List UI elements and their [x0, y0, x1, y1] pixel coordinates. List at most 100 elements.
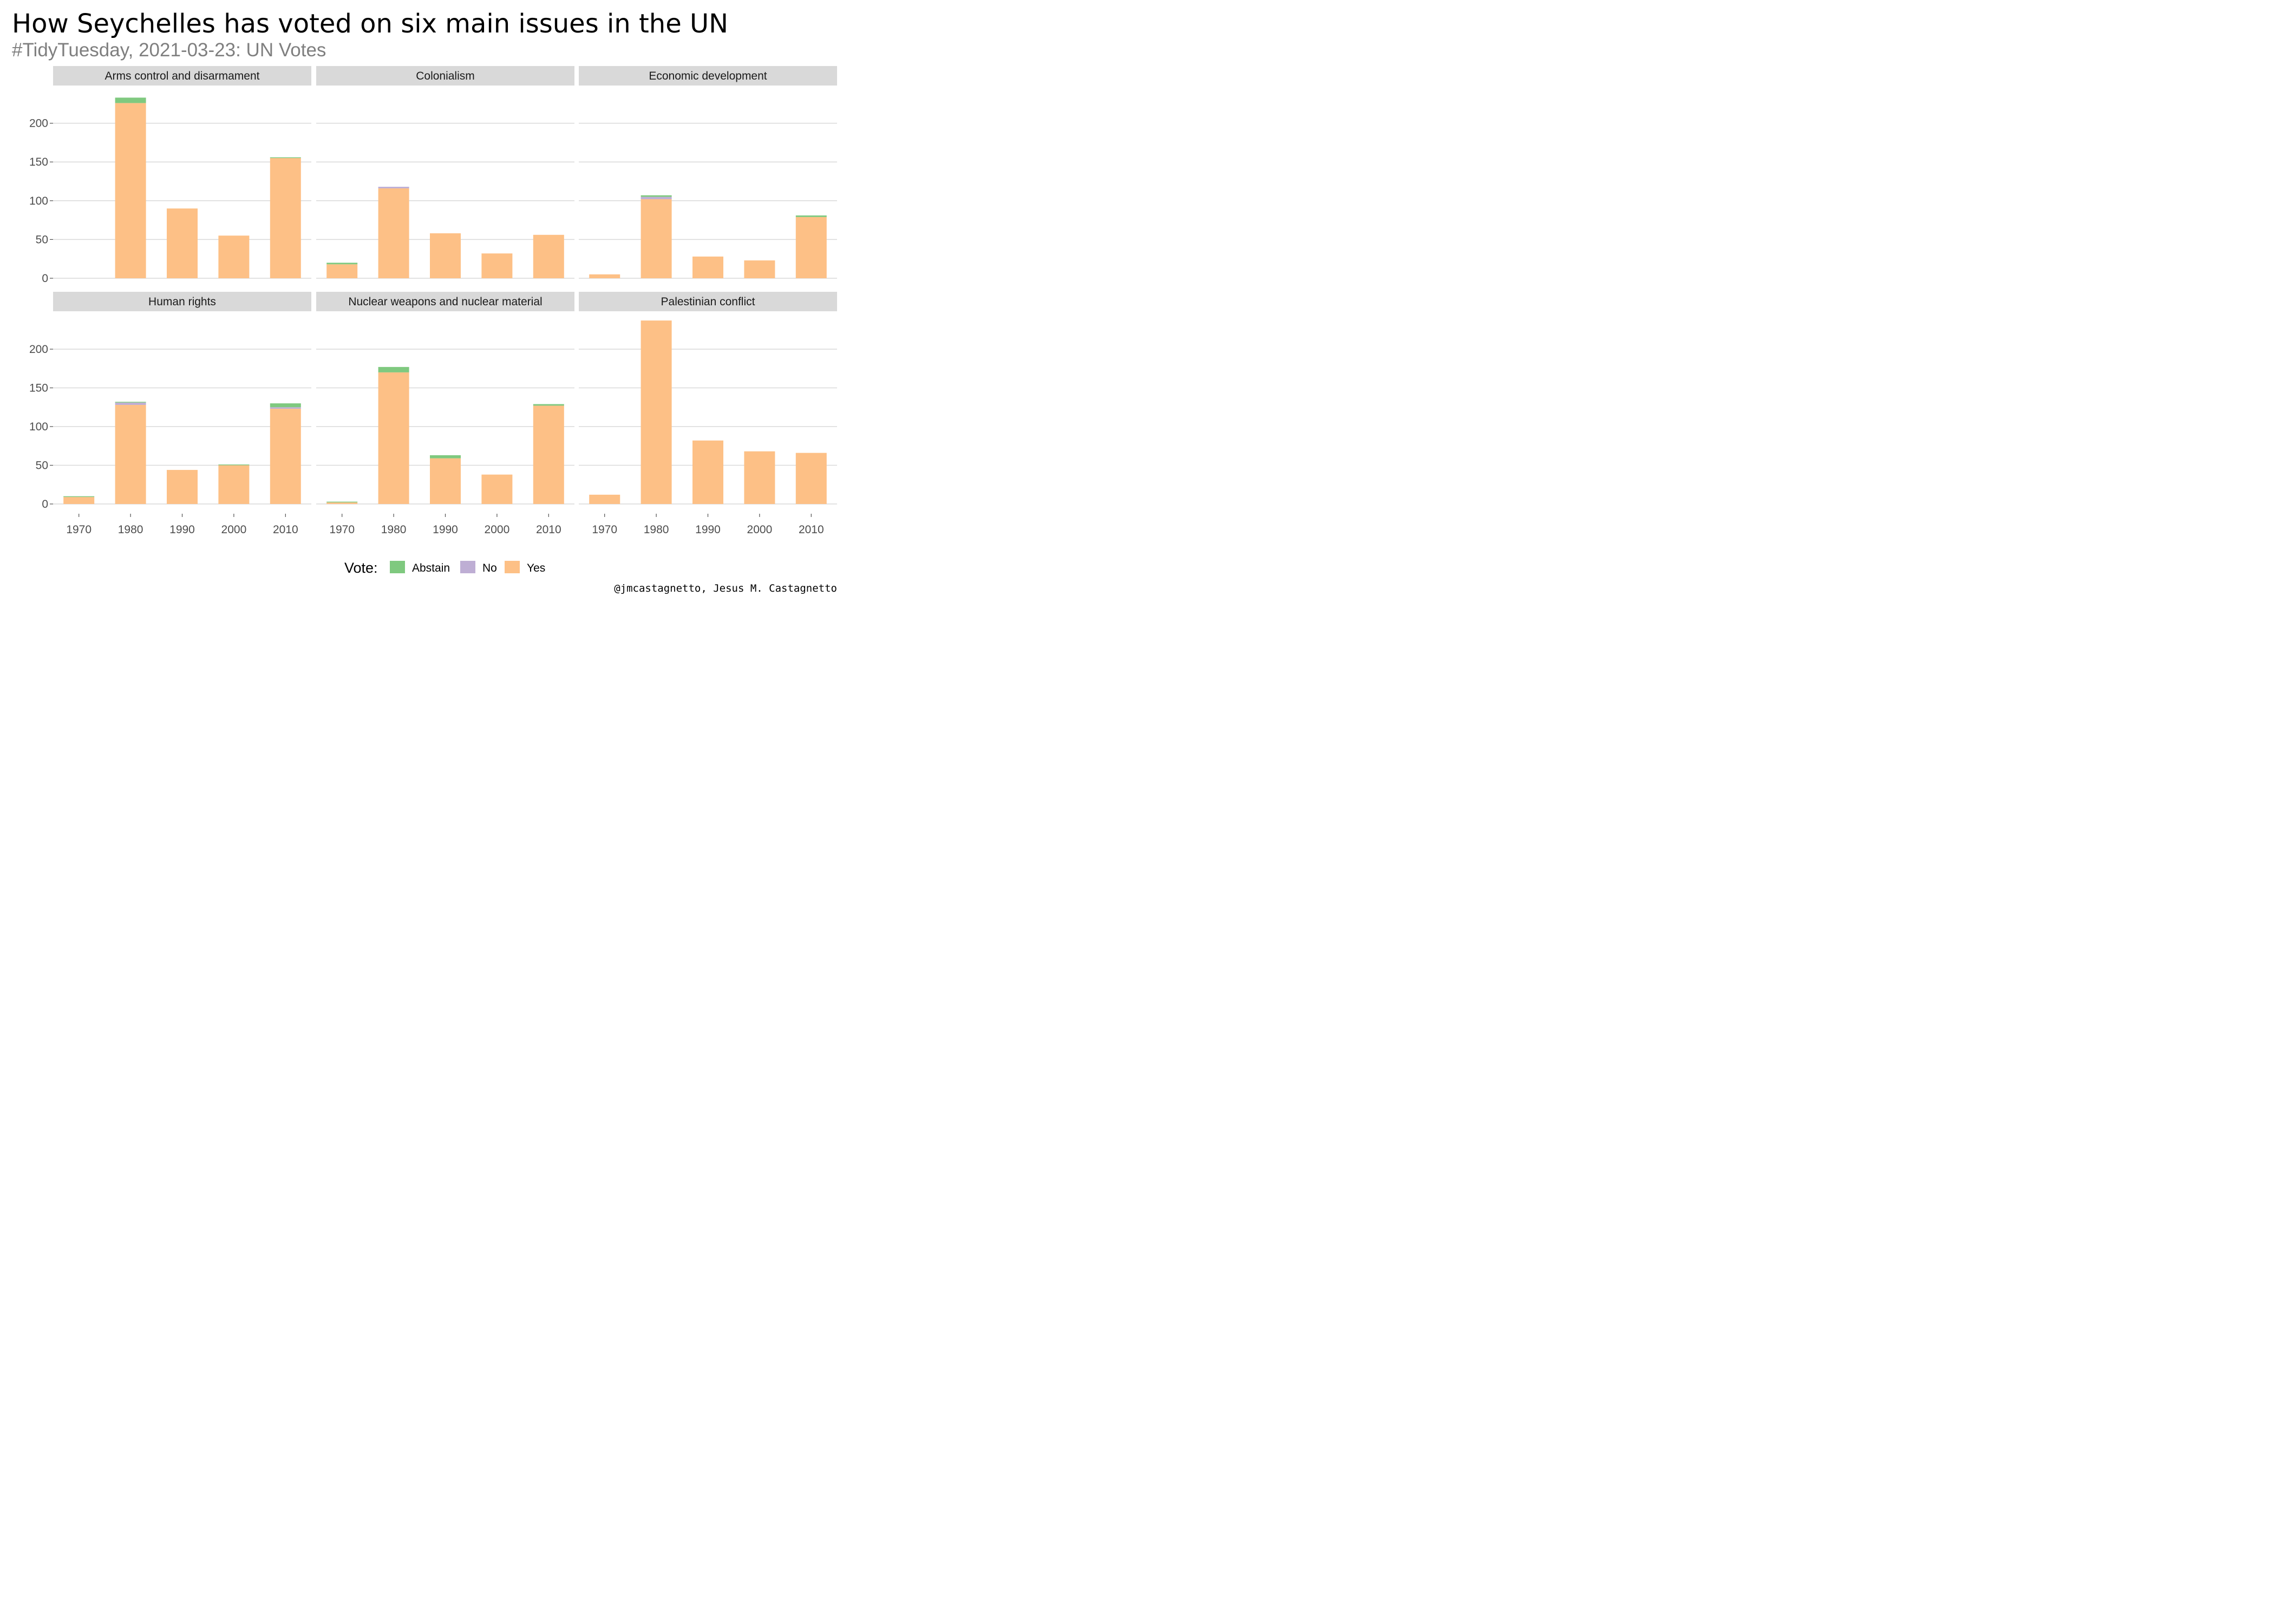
facet-strip-label: Arms control and disarmament — [105, 70, 260, 82]
legend-label: No — [482, 562, 497, 574]
bar-segment-yes-1990 — [430, 233, 461, 278]
legend-swatch — [390, 561, 405, 573]
bar-segment-yes-2010 — [270, 158, 301, 278]
facet-panels: Arms control and disarmament 0 50 100 150 200… — [29, 66, 837, 536]
legend-item-yes: Yes — [505, 561, 545, 574]
x-tick-label: 2010 — [536, 523, 561, 536]
bar-segment-yes-1970 — [326, 264, 358, 278]
bar-segment-abstain-2010 — [533, 404, 564, 406]
bar-segment-no-1980 — [641, 197, 672, 199]
legend: Vote: Abstain No Yes — [344, 560, 545, 576]
x-tick-label: 1980 — [381, 523, 407, 536]
facet-strip-label: Palestinian conflict — [661, 296, 755, 308]
x-tick-label: 2010 — [799, 523, 824, 536]
bar-segment-abstain-2010 — [270, 403, 301, 408]
bar-segment-yes-2010 — [533, 405, 564, 504]
facet-strip — [316, 292, 574, 311]
facet-strip-label: Colonialism — [416, 70, 475, 82]
bar-segment-yes-1980 — [641, 320, 672, 504]
bar-segment-abstain-1990 — [430, 455, 461, 459]
x-tick-label: 2000 — [221, 523, 247, 536]
legend-title: Vote: — [344, 560, 378, 576]
y-tick-label: 200 — [29, 117, 48, 130]
bar-segment-yes-2000 — [481, 474, 513, 504]
bar-segment-yes-1990 — [167, 470, 198, 504]
bar-segment-yes-1970 — [589, 274, 620, 278]
bar-segment-yes-1970 — [326, 502, 358, 504]
facet-panel-human-rights: Human rights 0 50 100 150 200 1970 1980 1990 2000… — [29, 292, 311, 536]
y-tick-label: 50 — [36, 460, 48, 472]
faceted-bar-chart: How Seychelles has voted on six main iss… — [12, 9, 837, 594]
bar-segment-yes-1990 — [692, 256, 723, 278]
y-tick-label: 100 — [29, 195, 48, 207]
bar-segment-abstain-2010 — [795, 215, 827, 217]
bar-segment-abstain-1970 — [326, 263, 358, 265]
x-tick-label: 1980 — [644, 523, 669, 536]
legend-items: Abstain No Yes — [390, 561, 545, 574]
facet-strip — [579, 66, 837, 86]
facet-panel-colonialism: Colonialism — [316, 66, 574, 279]
bar-segment-yes-1970 — [589, 494, 620, 504]
bar-segment-yes-1980 — [115, 404, 146, 504]
facet-strip — [53, 292, 311, 311]
y-tick-label: 50 — [36, 233, 48, 246]
bar-segment-yes-2000 — [744, 451, 775, 504]
legend-label: Yes — [527, 562, 545, 574]
x-tick-label: 1990 — [695, 523, 721, 536]
bar-segment-yes-2010 — [270, 409, 301, 504]
y-tick-label: 200 — [29, 343, 48, 356]
facet-strip — [579, 292, 837, 311]
y-tick-label: 100 — [29, 421, 48, 433]
bar-segment-yes-2010 — [795, 453, 827, 504]
bar-segment-yes-1990 — [167, 208, 198, 278]
y-tick-label: 0 — [42, 498, 48, 510]
y-tick-label: 150 — [29, 156, 48, 168]
bar-segment-yes-1990 — [692, 440, 723, 504]
chart-title: How Seychelles has voted on six main iss… — [12, 9, 728, 39]
bar-segment-no-2010 — [270, 407, 301, 409]
x-tick-label: 1990 — [433, 523, 458, 536]
facet-panel-nuclear-weapons-and-nuclear-material: Nuclear weapons and nuclear material 1970… — [316, 292, 574, 536]
facet-strip-label: Nuclear weapons and nuclear material — [348, 296, 542, 308]
chart-caption: @jmcastagnetto, Jesus M. Castagnetto — [614, 582, 837, 594]
legend-swatch — [505, 561, 520, 573]
bar-segment-abstain-1980 — [641, 195, 672, 197]
facet-strip — [316, 66, 574, 86]
x-tick-label: 1970 — [329, 523, 355, 536]
y-tick-label: 0 — [42, 272, 48, 285]
legend-item-abstain: Abstain — [390, 561, 450, 574]
bar-segment-yes-2000 — [218, 235, 250, 278]
x-tick-label: 1990 — [169, 523, 195, 536]
bar-segment-no-1980 — [115, 402, 146, 405]
bar-segment-yes-2000 — [481, 253, 513, 278]
legend-label: Abstain — [412, 562, 450, 574]
chart-subtitle: #TidyTuesday, 2021-03-23: UN Votes — [12, 40, 326, 61]
x-tick-label: 2010 — [273, 523, 298, 536]
facet-strip-label: Human rights — [148, 296, 216, 308]
facet-strip-label: Economic development — [649, 70, 767, 82]
bar-segment-yes-1980 — [378, 188, 409, 278]
bar-segment-yes-2010 — [533, 234, 564, 278]
bar-segment-yes-1990 — [430, 458, 461, 504]
bar-segment-yes-1970 — [63, 497, 95, 504]
bar-segment-yes-2000 — [218, 465, 250, 504]
y-tick-label: 150 — [29, 382, 48, 395]
x-tick-label: 2000 — [747, 523, 773, 536]
facet-strip — [53, 66, 311, 86]
bar-segment-abstain-1970 — [63, 496, 95, 497]
x-tick-label: 1970 — [66, 523, 92, 536]
bar-segment-abstain-1980 — [378, 366, 409, 372]
bar-segment-abstain-2000 — [218, 464, 250, 466]
legend-swatch — [460, 561, 475, 573]
x-tick-label: 2000 — [485, 523, 510, 536]
bar-segment-yes-1980 — [115, 103, 146, 279]
legend-item-no: No — [460, 561, 497, 574]
facet-panel-economic-development: Economic development — [579, 66, 837, 279]
bar-segment-yes-1980 — [378, 372, 409, 504]
bar-segment-no-1980 — [378, 187, 409, 188]
bar-segment-yes-1980 — [641, 199, 672, 278]
facet-panel-arms-control-and-disarmament: Arms control and disarmament 0 50 100 150 200 — [29, 66, 311, 285]
bar-segment-yes-2010 — [795, 217, 827, 278]
x-tick-label: 1980 — [118, 523, 143, 536]
bar-segment-yes-2000 — [744, 260, 775, 278]
